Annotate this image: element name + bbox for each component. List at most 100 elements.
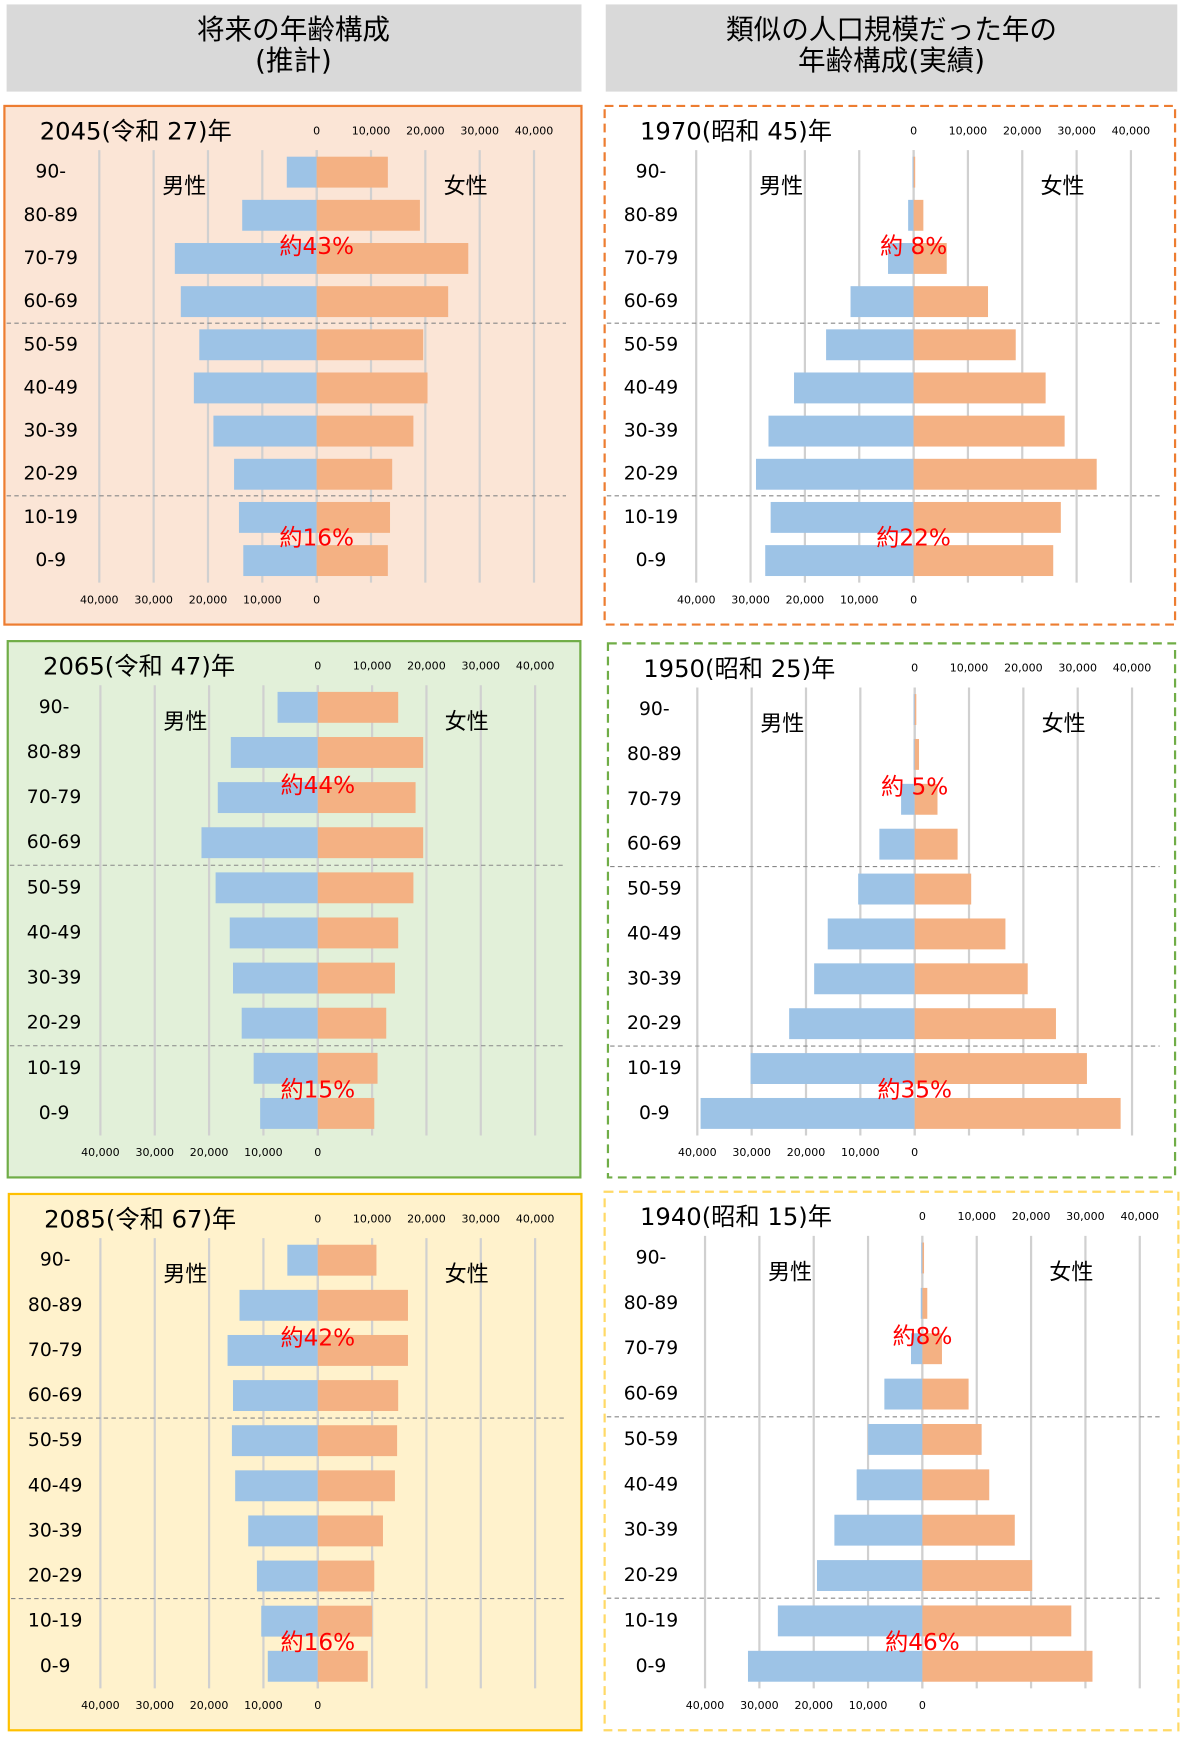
- bar: [317, 1334, 408, 1366]
- x2-tick-label: 20,000: [1004, 662, 1043, 675]
- bar: [201, 827, 318, 859]
- x-tick-label: 20,000: [190, 1146, 229, 1159]
- panel: [7, 1192, 583, 1732]
- bar: [267, 1650, 318, 1682]
- x2-tick-label: 0: [919, 1210, 926, 1223]
- x2-tick-label: 40,000: [1113, 662, 1152, 675]
- bar: [317, 1052, 378, 1084]
- bar: [826, 329, 914, 361]
- bar: [317, 1650, 368, 1682]
- bar: [770, 501, 914, 533]
- bar: [914, 873, 972, 905]
- bar: [794, 372, 914, 404]
- category-label: 60-69: [24, 291, 78, 312]
- header: (推計): [255, 44, 332, 77]
- legend-label: 女性: [445, 710, 489, 735]
- bar: [922, 1560, 1033, 1591]
- annotation: 約 5%: [881, 774, 948, 801]
- category-label: 0-9: [40, 1656, 71, 1677]
- x-tick-label: 10,000: [840, 593, 879, 606]
- bar: [913, 501, 1061, 533]
- category-label: 60-69: [624, 291, 678, 312]
- category-label: 0-9: [636, 550, 667, 571]
- bar: [317, 872, 414, 904]
- x-tick-label: 0: [919, 1699, 926, 1712]
- category-label: 90-: [636, 1247, 667, 1268]
- bar: [914, 738, 920, 770]
- bar: [316, 501, 391, 533]
- bar: [922, 1242, 925, 1274]
- category-label: 10-19: [28, 1611, 82, 1632]
- category-label: 0-9: [35, 550, 66, 571]
- x2-tick-label: 0: [911, 662, 918, 675]
- bar: [901, 783, 915, 815]
- bar: [922, 1378, 969, 1410]
- bar: [747, 1650, 923, 1682]
- x2-tick-label: 30,000: [1057, 124, 1096, 137]
- bar: [913, 415, 1065, 447]
- category-label: 20-29: [24, 464, 78, 485]
- category-label: 30-39: [27, 968, 81, 989]
- x-tick-label: 20,000: [787, 1146, 826, 1159]
- bar: [317, 1007, 387, 1039]
- x-tick-label: 30,000: [134, 593, 173, 606]
- bar: [913, 199, 924, 231]
- category-label: 20-29: [627, 1013, 681, 1034]
- category-label: 20-29: [624, 1565, 678, 1586]
- x-tick-label: 30,000: [740, 1699, 779, 1712]
- bar: [922, 1469, 990, 1501]
- x2-tick-label: 40,000: [1120, 1210, 1159, 1223]
- bar: [286, 156, 317, 188]
- bar: [316, 156, 388, 188]
- category-label: 70-79: [28, 1340, 82, 1361]
- category-label: 80-89: [27, 742, 81, 763]
- bar: [816, 1560, 923, 1591]
- category-label: 80-89: [624, 1293, 678, 1314]
- category-label: 90-: [40, 1250, 71, 1271]
- bar: [922, 1333, 942, 1365]
- x2-tick-label: 10,000: [949, 124, 988, 137]
- category-label: 50-59: [24, 334, 78, 355]
- bar: [316, 329, 424, 361]
- bar: [317, 917, 399, 949]
- bar: [922, 1514, 1015, 1546]
- bar: [317, 737, 424, 768]
- category-label: 30-39: [28, 1520, 82, 1541]
- bar: [914, 1097, 1121, 1129]
- x-tick-label: 40,000: [81, 1699, 120, 1712]
- x2-tick-label: 10,000: [957, 1210, 996, 1223]
- bar: [317, 1425, 398, 1457]
- chart-title: 2085(令和 67)年: [44, 1204, 236, 1233]
- category-label: 0-9: [39, 1103, 70, 1124]
- category-label: 70-79: [624, 1338, 678, 1359]
- bar: [879, 828, 915, 860]
- bar: [910, 1333, 923, 1365]
- x2-tick-label: 10,000: [950, 662, 989, 675]
- category-label: 50-59: [624, 334, 678, 355]
- bar: [700, 1097, 915, 1129]
- panel: [603, 104, 1177, 626]
- x-tick-label: 20,000: [190, 1699, 229, 1712]
- bar: [316, 286, 449, 318]
- bar: [317, 691, 399, 723]
- x-tick-label: 20,000: [794, 1699, 833, 1712]
- category-label: 90-: [35, 162, 66, 183]
- legend-label: 女性: [444, 175, 488, 200]
- x2-tick-label: 10,000: [353, 660, 392, 673]
- bar: [199, 329, 317, 361]
- x-tick-label: 30,000: [135, 1146, 174, 1159]
- bar: [750, 1053, 915, 1084]
- bar: [232, 1380, 318, 1411]
- panel: [603, 1190, 1180, 1732]
- bar: [316, 545, 388, 577]
- bar: [913, 545, 1054, 577]
- x2-tick-label: 10,000: [353, 1212, 392, 1225]
- category-label: 40-49: [27, 922, 81, 943]
- bar: [913, 156, 916, 188]
- bar: [261, 1605, 318, 1637]
- bar: [316, 243, 469, 274]
- x-tick-label: 0: [314, 1146, 321, 1159]
- bar: [921, 1242, 923, 1274]
- bar: [243, 545, 317, 577]
